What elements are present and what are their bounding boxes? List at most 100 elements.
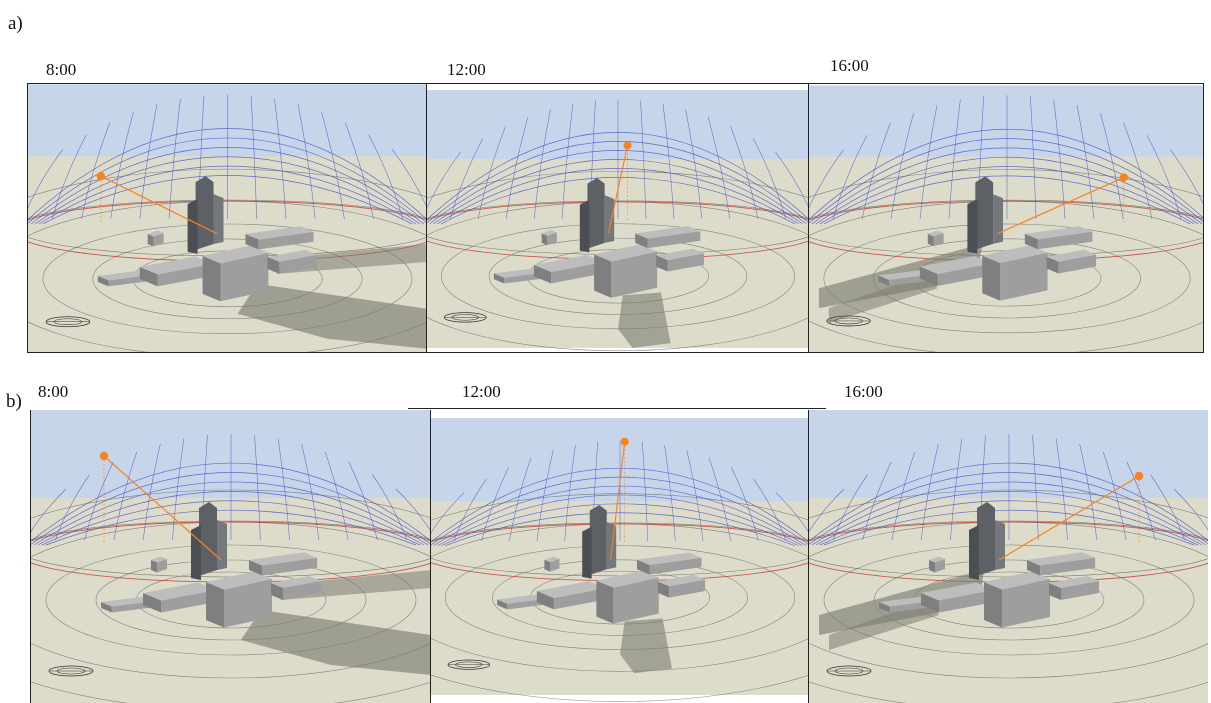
tower-wing (213, 194, 224, 244)
building-block-d-top (1049, 576, 1099, 588)
building-block-a-front (157, 263, 213, 287)
scene-group (431, 418, 808, 702)
building-block-c-side (635, 233, 648, 249)
sun-ray (100, 175, 218, 235)
ground-ring (92, 238, 363, 320)
building-block-b-top (596, 570, 659, 588)
building-long-side (879, 602, 890, 613)
sunpath-hour-line (168, 98, 181, 220)
building-block-d-top (657, 574, 706, 587)
building-block-c-side (1027, 560, 1041, 576)
sunpath-hour-line (1079, 444, 1098, 541)
time-label-b-2: 12:00 (462, 382, 501, 401)
time-label-a-2: 12:00 (447, 60, 486, 79)
building-small-top (544, 556, 560, 563)
building-block-d-side (657, 581, 670, 598)
building-block-c-top (1024, 226, 1093, 240)
building-block-b-side (594, 254, 612, 298)
building-block-b-front (1002, 579, 1050, 628)
building-block-a-top (921, 582, 994, 601)
building-block-d-side (1049, 583, 1061, 600)
building-small-side (927, 233, 934, 247)
sunpath-hour-line (1100, 112, 1124, 220)
render-panel-b-1 (30, 410, 430, 703)
ground-ring (823, 544, 1195, 656)
building-block-d-front (283, 581, 321, 600)
sunpath-hour-line (1170, 149, 1203, 204)
sunpath-hour-line (862, 461, 892, 541)
building-block-c-front (262, 557, 318, 576)
sunpath-hour-line (477, 126, 506, 220)
sky (427, 90, 808, 161)
building-block-a-top (536, 581, 606, 599)
building-block-c-front (1037, 231, 1093, 250)
sky (431, 418, 808, 504)
sun-marker-icon (96, 171, 106, 181)
building-block-a-side (533, 264, 552, 284)
sunpath-hour-line (809, 488, 845, 533)
tower-main (975, 176, 994, 250)
building-block-b-top (594, 244, 658, 262)
building-long-side (878, 275, 889, 286)
building-small-front (933, 232, 944, 247)
sunpath-hour-line (348, 461, 378, 541)
sunpath-hour-line (662, 103, 675, 220)
tower-side (191, 525, 201, 580)
time-label-a-1: 8:00 (46, 60, 77, 79)
building-block-d-front (1061, 581, 1099, 600)
ground-ring (823, 223, 1191, 334)
building-shadow (829, 600, 939, 650)
sunpath-hour-line (509, 457, 532, 541)
sunpath-hour-line (453, 478, 487, 542)
building-shadow (241, 610, 430, 675)
building-shadow (620, 618, 672, 674)
building-small-side (151, 560, 157, 573)
building-block-d-top (656, 248, 704, 261)
tower-wing (993, 194, 1004, 244)
sunpath-hour-line (55, 474, 90, 541)
building-block-d-top (1046, 249, 1097, 262)
sunpath-hour-line (775, 151, 808, 207)
sunpath-hour-line (730, 126, 759, 220)
sunpath-hour-line (172, 438, 185, 541)
building-block-b-front (613, 577, 659, 624)
sunpath-hour-line (1076, 105, 1095, 220)
building-block-a-top (919, 256, 993, 274)
sunpath-hour-line (391, 148, 426, 206)
building-small-top (541, 229, 557, 236)
render-panel-b-2 (430, 410, 808, 703)
sunpath-hour-line (752, 138, 787, 220)
sunpath-hour-line (84, 461, 114, 541)
row-label-b: b) (6, 391, 22, 412)
sunpath-hour-line (250, 95, 258, 220)
building-block-b-front (1000, 252, 1048, 301)
building-block-d-side (271, 583, 283, 600)
building-block-b-top (202, 245, 269, 264)
time-label-b-3: 16:00 (844, 382, 883, 401)
building-block-d-side (656, 255, 668, 272)
tower-side (187, 199, 198, 254)
sunpath-hour-line (1055, 438, 1068, 541)
scene-group (427, 90, 808, 352)
tower-side (582, 526, 592, 579)
building-long-side (97, 275, 109, 287)
sunpath-hour-line (561, 103, 574, 220)
building-block-a-side (536, 590, 554, 610)
building-block-b-side (982, 255, 1001, 301)
building-block-a-side (143, 593, 161, 613)
building-block-c-front (1040, 557, 1096, 576)
sun-ray (103, 455, 222, 561)
render-panel-b-3 (808, 410, 1208, 703)
tower-main (195, 176, 214, 250)
building-block-a-front (161, 590, 216, 613)
ground-ring (42, 223, 413, 335)
building-block-a-top (533, 254, 604, 273)
building-block-c-top (249, 552, 318, 566)
tower-wing (995, 520, 1005, 570)
sunpath-hour-line (505, 116, 529, 220)
sunpath-hour-line (427, 151, 461, 209)
sunpath-hour-line (1173, 488, 1208, 531)
sunpath-hour-line (28, 148, 64, 209)
building-small-top (927, 230, 944, 237)
building-block-a-side (921, 593, 939, 613)
